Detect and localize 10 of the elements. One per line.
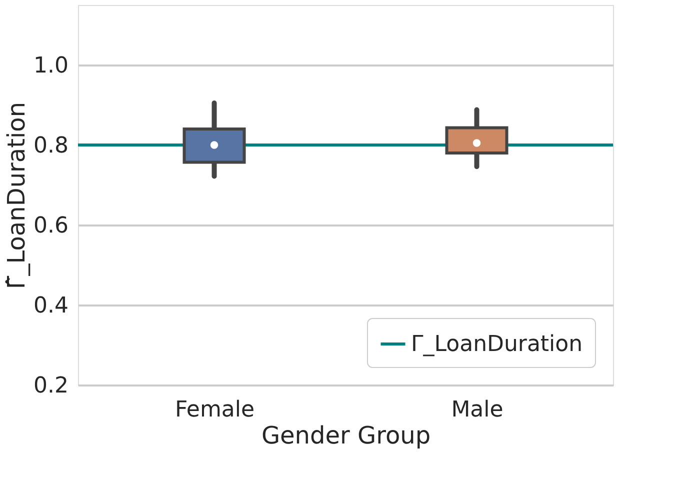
y-tick-label: 0.4: [34, 294, 68, 318]
x-axis-title: Gender Group: [261, 422, 431, 450]
y-tick-label: 0.2: [34, 374, 68, 398]
y-tick-label: 0.8: [34, 134, 68, 158]
x-tick-label: Male: [451, 398, 504, 422]
y-tick-label: 1.0: [34, 54, 68, 78]
y-tick-label: 0.6: [34, 214, 68, 238]
x-tick-label: Female: [174, 398, 255, 422]
y-axis-title: Γ̂_LoanDuration: [2, 102, 31, 290]
legend-label: Γ_LoanDuration: [411, 332, 583, 357]
